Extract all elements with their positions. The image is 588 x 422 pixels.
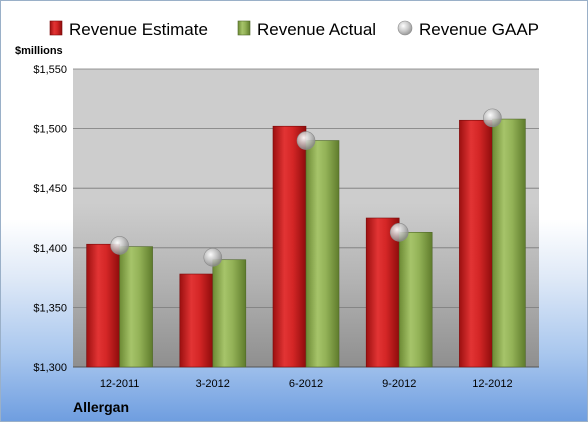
y-tick-label: $1,550 — [33, 64, 67, 76]
x-tick-label: 3-2012 — [196, 378, 230, 390]
legend-label-revenue-gaap: Revenue GAAP — [419, 20, 539, 39]
bar-actual-12-2012 — [492, 118, 526, 368]
legend-swatch-revenue-estimate — [49, 20, 63, 36]
company-name: Allergan — [73, 399, 129, 415]
marker-gaap-12-2011 — [110, 236, 129, 255]
y-tick-label: $1,300 — [33, 362, 67, 374]
y-tick-label: $1,350 — [33, 302, 67, 314]
bars — [86, 118, 526, 368]
x-axis: 12-2011 3-2012 6-2012 9-2012 12-2012 — [100, 378, 513, 390]
marker-gaap-3-2012 — [203, 248, 223, 267]
bar-estimate-9-2012 — [365, 217, 400, 368]
marker-gaap-9-2012 — [389, 223, 409, 242]
x-tick-label: 9-2012 — [382, 378, 416, 390]
y-tick-label: $1,500 — [33, 124, 67, 136]
x-tick-label: 12-2012 — [472, 378, 512, 390]
y-tick-label: $1,450 — [33, 183, 67, 195]
y-axis: $1,300 $1,350 $1,400 $1,450 $1,500 $1,550 — [33, 64, 67, 374]
legend-label-revenue-actual: Revenue Actual — [257, 20, 376, 39]
gaap-markers — [110, 108, 502, 267]
bar-actual-12-2011 — [119, 246, 153, 368]
legend-label-revenue-estimate: Revenue Estimate — [69, 20, 208, 39]
bar-estimate-12-2011 — [86, 243, 120, 368]
marker-gaap-12-2012 — [483, 108, 502, 128]
bar-estimate-6-2012 — [272, 125, 307, 368]
bar-estimate-12-2012 — [459, 119, 493, 368]
x-tick-label: 12-2011 — [100, 378, 140, 390]
legend: Revenue Estimate Revenue Actual Revenue … — [49, 20, 539, 39]
unit-label: $millions — [15, 45, 63, 57]
bar-actual-9-2012 — [398, 232, 433, 368]
legend-swatch-revenue-actual — [237, 20, 251, 36]
bar-actual-3-2012 — [212, 259, 247, 368]
marker-gaap-6-2012 — [296, 131, 316, 150]
legend-swatch-revenue-gaap — [397, 20, 413, 36]
bar-estimate-3-2012 — [179, 273, 214, 368]
x-tick-label: 6-2012 — [289, 378, 323, 390]
y-tick-label: $1,400 — [33, 243, 67, 255]
bar-actual-6-2012 — [305, 140, 340, 368]
